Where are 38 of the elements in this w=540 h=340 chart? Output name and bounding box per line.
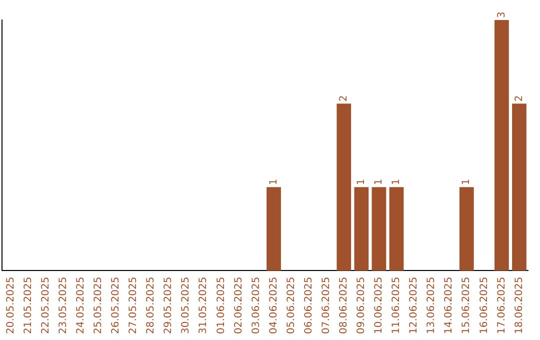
- x-tick-label: 17.06.2025: [496, 276, 508, 334]
- x-tick-label: 10.06.2025: [374, 276, 385, 334]
- x-tick-label: 29.05.2025: [163, 276, 174, 334]
- x-tick-label: 07.06.2025: [320, 276, 332, 334]
- x-tick-label: 25.05.2025: [93, 276, 104, 334]
- x-tick-label: 23.05.2025: [58, 276, 69, 334]
- data-label: 1: [391, 178, 402, 186]
- x-tick-label: 12.06.2025: [408, 276, 420, 334]
- x-tick-label: 18.06.2025: [514, 276, 525, 334]
- x-tick-label: 08.06.2025: [338, 276, 350, 334]
- data-label: 3: [496, 12, 508, 18]
- data-label: 2: [514, 95, 525, 102]
- x-tick-label: 02.06.2025: [233, 276, 244, 334]
- data-label: 1: [356, 178, 368, 186]
- x-tick-label: 11.06.2025: [391, 276, 402, 334]
- x-tick-label: 22.05.2025: [40, 276, 52, 334]
- x-tick-label: 09.06.2025: [356, 276, 368, 334]
- data-label: 1: [461, 178, 472, 186]
- x-tick-label: 30.05.2025: [180, 276, 192, 334]
- x-tick-label: 15.06.2025: [461, 276, 472, 334]
- x-tick-label: 05.06.2025: [286, 276, 297, 334]
- x-tick-label: 26.05.2025: [110, 276, 122, 334]
- data-label: 1: [374, 178, 385, 186]
- x-tick-label: 04.06.2025: [268, 276, 280, 334]
- x-tick-label: 14.06.2025: [444, 276, 455, 334]
- x-tick-label: 31.05.2025: [198, 276, 210, 334]
- x-tick-label: 16.06.2025: [478, 276, 490, 334]
- x-tick-label: 27.05.2025: [128, 276, 140, 334]
- data-label: 1: [268, 178, 280, 186]
- x-tick-label: 06.06.2025: [303, 276, 314, 334]
- x-tick-label: 03.06.2025: [250, 276, 262, 334]
- data-label: 2: [338, 95, 350, 102]
- x-tick-label: 24.05.2025: [75, 276, 86, 334]
- x-tick-label: 20.05.2025: [5, 276, 16, 334]
- x-tick-label: 21.05.2025: [22, 276, 34, 334]
- x-tick-label: 13.06.2025: [426, 276, 438, 334]
- x-tick-label: 28.05.2025: [146, 276, 157, 334]
- x-tick-label: 01.06.2025: [216, 276, 227, 334]
